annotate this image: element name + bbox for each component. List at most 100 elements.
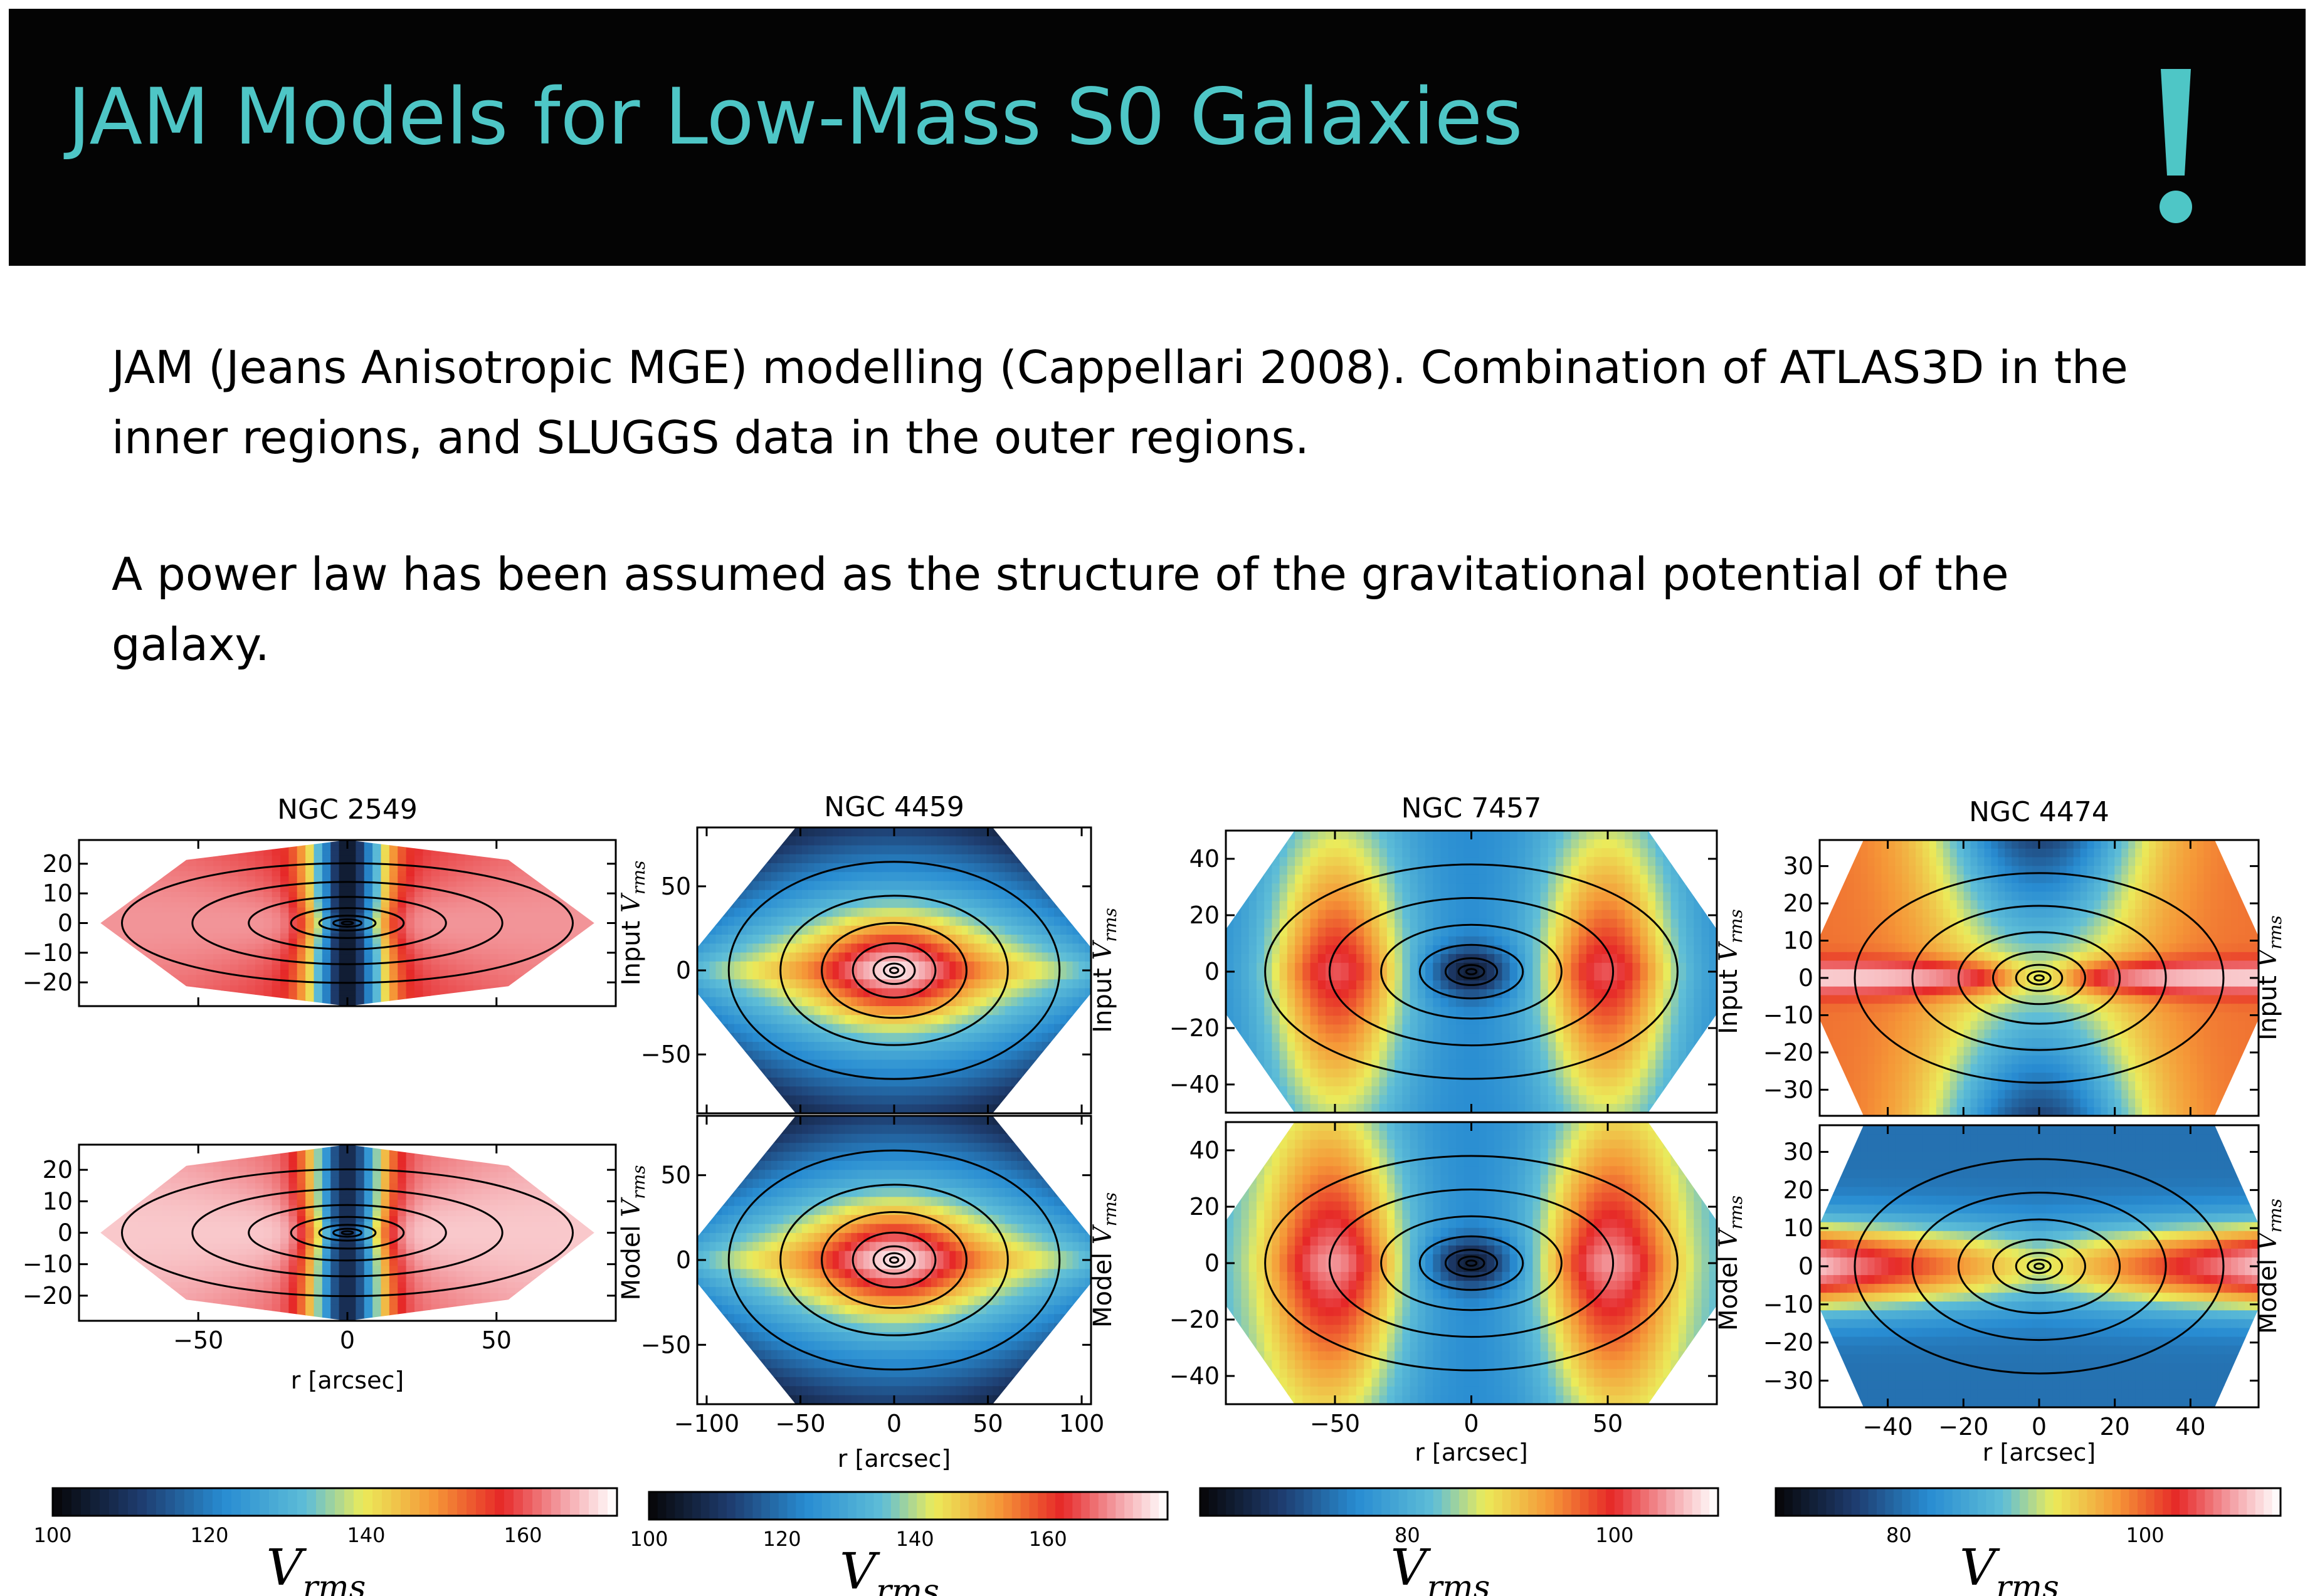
heatmap-cell [330,1271,340,1278]
heatmap-cell [87,1222,96,1227]
heatmap-cell [482,928,490,934]
heatmap-cell [255,1249,264,1256]
heatmap-cell [280,938,289,945]
heatmap-cell [777,988,784,998]
heatmap-cell [171,1161,181,1167]
heatmap-cell [498,1249,507,1256]
heatmap-cell [582,948,591,955]
heatmap-cell [448,1238,457,1244]
heatmap-cell [162,933,172,939]
heatmap-cell [221,1216,231,1222]
heatmap-cell [406,975,415,981]
heatmap-cell [204,933,214,939]
paragraph-2: A power law has been assumed as the stru… [112,539,2244,680]
heatmap-cell [482,1205,490,1211]
heatmap-cell [120,871,130,877]
heatmap-cell [137,1244,147,1250]
heatmap-cell [482,1172,490,1179]
heatmap-cell [179,933,189,939]
heatmap-cell [179,970,189,975]
heatmap-cell [582,959,591,965]
heatmap-cell [356,871,365,877]
heatmap-cell [722,872,729,882]
heatmap-cell [599,1266,608,1271]
heatmap-cell [473,855,482,861]
heatmap-cell [120,923,130,929]
heatmap-cell [104,990,113,997]
heatmap-cell [213,1155,222,1162]
heatmap-cell [221,1183,231,1189]
y-tick-label: −20 [23,1282,73,1310]
heatmap-cell [364,1282,373,1288]
heatmap-cell [498,943,507,950]
heatmap-cell [356,850,365,856]
heatmap-cell [347,886,356,893]
heatmap-cell [146,1276,155,1283]
heatmap-cell [697,988,704,998]
heatmap-cell [120,1155,130,1162]
heatmap-cell [162,850,172,856]
heatmap-cell [255,897,264,903]
heatmap-cell [759,925,766,935]
heatmap-cell [820,899,827,908]
heatmap-cell [238,1266,248,1272]
heatmap-cell [414,1282,423,1288]
heatmap-cell [532,891,541,898]
heatmap-cell [540,1244,549,1250]
heatmap-cell [814,970,821,980]
heatmap-cell [381,912,390,918]
heatmap-cell [238,1189,248,1195]
heatmap-cell [746,908,753,918]
heatmap-cell [709,872,717,882]
heatmap-cell [728,1024,735,1034]
heatmap-cell [112,1216,122,1222]
heatmap-cell [288,928,298,934]
heatmap-cell [465,975,474,981]
heatmap-cell [263,928,273,934]
heatmap-cell [838,845,846,855]
heatmap-cell [146,1194,155,1200]
heatmap-cell [832,836,840,846]
heatmap-cell [162,886,172,893]
heatmap-cell [246,964,256,970]
heatmap-cell [272,943,281,950]
heatmap-cell [728,827,735,837]
heatmap-cell [87,866,96,871]
heatmap-cell [137,959,147,965]
heatmap-cell [557,948,566,955]
heatmap-cell [482,850,490,856]
heatmap-cell [398,985,407,991]
heatmap-cell [196,850,206,856]
heatmap-cell [356,943,365,950]
heatmap-cell [549,933,557,939]
heatmap-cell [381,1276,390,1283]
heatmap-cell [814,854,821,864]
heatmap-cell [104,1282,113,1288]
heatmap-cell [364,1189,373,1195]
heatmap-cell [697,1042,704,1051]
heatmap-cell [832,970,840,980]
heatmap-cell [759,961,766,971]
heatmap-cell [565,964,574,970]
heatmap-cell [722,970,729,980]
heatmap-cell [473,1271,482,1278]
heatmap-cell [255,923,264,929]
heatmap-cell [238,1161,248,1167]
heatmap-cell [104,881,113,888]
heatmap-cell [448,881,457,888]
heatmap-cell [482,1310,490,1316]
heatmap-cell [728,872,735,882]
heatmap-cell [540,855,549,861]
heatmap-cell [532,923,541,929]
heatmap-cell [398,845,407,851]
contour-line [120,862,574,984]
heatmap-cell [372,1249,382,1256]
heatmap-cell [574,1271,583,1278]
heatmap-cell [448,1310,457,1316]
heatmap-cell [414,1271,423,1278]
heatmap-cell [431,1189,440,1195]
heatmap-cell [482,1232,490,1239]
heatmap-cell [565,959,574,965]
heatmap-cell [440,1244,449,1250]
heatmap-cell [372,923,382,929]
